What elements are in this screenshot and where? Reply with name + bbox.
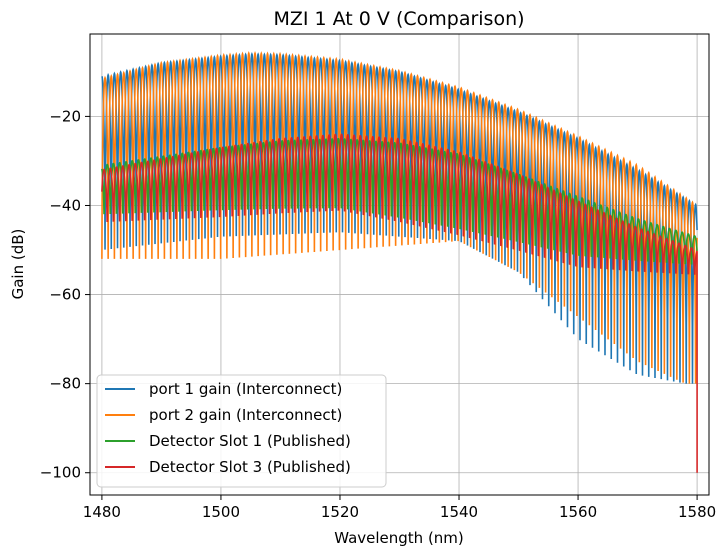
series-lines (101, 51, 698, 473)
y-tick-label: −20 (49, 107, 81, 125)
legend-label: port 2 gain (Interconnect) (149, 406, 342, 424)
x-tick-label: 1520 (321, 503, 359, 521)
x-tick-label: 1500 (202, 503, 240, 521)
y-axis-label: Gain (dB) (9, 229, 27, 300)
chart-title: MZI 1 At 0 V (Comparison) (273, 8, 524, 30)
legend-box (96, 374, 387, 488)
legend-label: Detector Slot 1 (Published) (149, 432, 351, 450)
legend-label: port 1 gain (Interconnect) (149, 380, 342, 398)
legend: port 1 gain (Interconnect) port 2 gain (I… (96, 374, 387, 488)
y-tick-label: −100 (40, 464, 81, 482)
x-tick-label: 1580 (678, 503, 716, 521)
series-line-4 (101, 133, 698, 473)
series-line-2 (101, 51, 698, 384)
x-tick-label: 1560 (559, 503, 597, 521)
x-tick-label: 1480 (83, 503, 121, 521)
x-tick-label: 1540 (440, 503, 478, 521)
plot-frame (89, 33, 710, 496)
y-tick-label: −40 (49, 196, 81, 214)
legend-label: Detector Slot 3 (Published) (149, 458, 351, 476)
y-tick-label: −80 (49, 375, 81, 393)
axis-ticks: 1480 1500 1520 1540 1560 1580 −100 −80 −60 −40 −20 (40, 107, 716, 521)
y-tick-label: −60 (49, 286, 81, 304)
series-line-1 (101, 52, 698, 384)
x-axis-label: Wavelength (nm) (334, 529, 464, 547)
